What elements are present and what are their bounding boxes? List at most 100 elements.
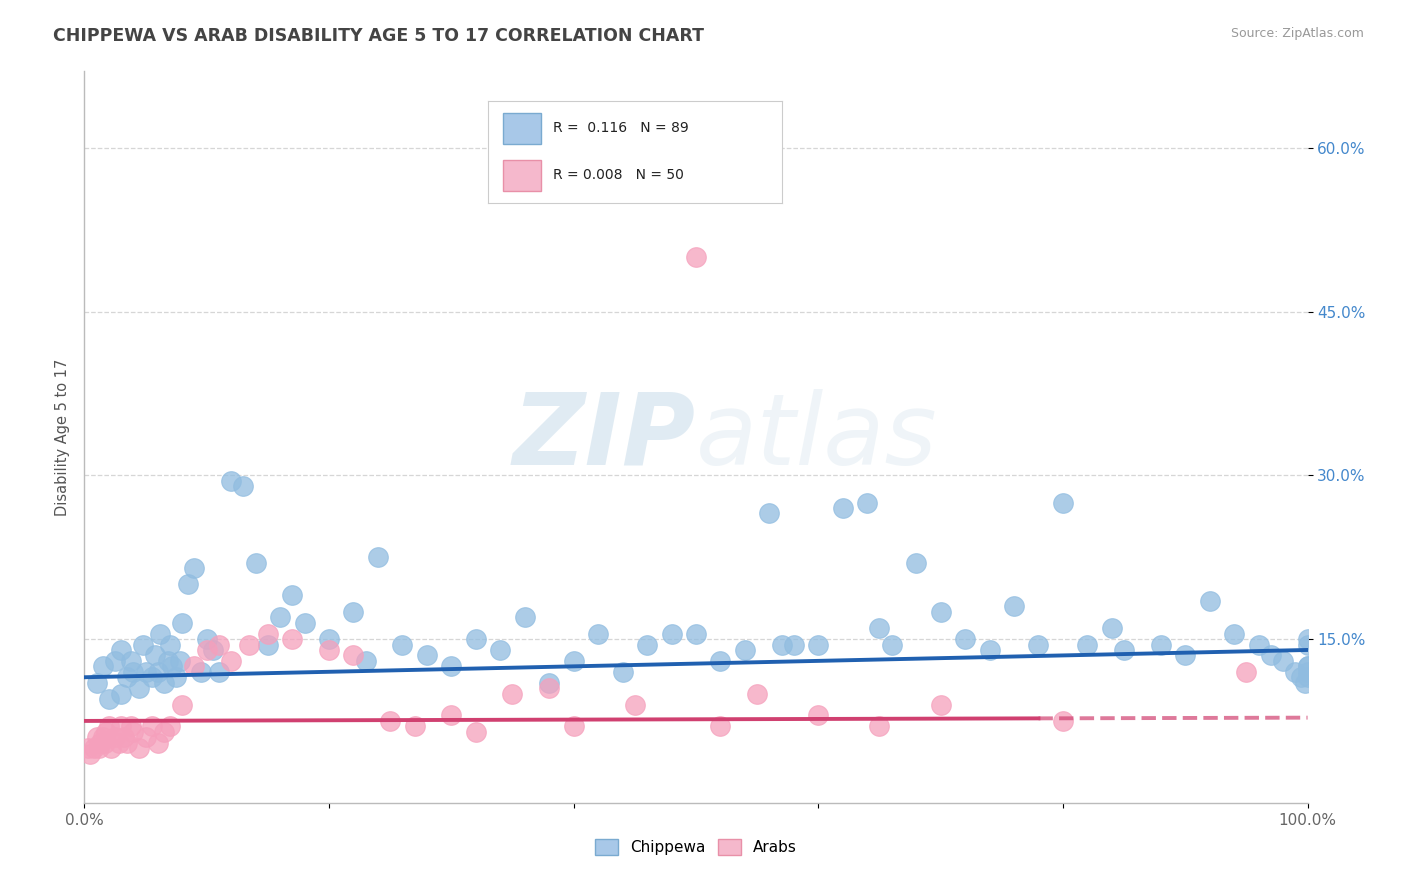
Point (979, 643, 1001, 657)
Point (135, 731, 157, 745)
Point (141, 670, 163, 684)
Point (318, 632, 340, 646)
Point (1198, 594, 1220, 608)
Point (404, 719, 426, 733)
Point (169, 654, 191, 668)
Point (269, 610, 291, 624)
Text: CHIPPEWA VS ARAB DISABILITY AGE 5 TO 17 CORRELATION CHART: CHIPPEWA VS ARAB DISABILITY AGE 5 TO 17 … (53, 27, 704, 45)
Text: Source: ZipAtlas.com: Source: ZipAtlas.com (1230, 27, 1364, 40)
Point (156, 654, 179, 668)
Point (257, 626, 280, 640)
Point (146, 736, 169, 750)
Point (219, 474, 242, 488)
Point (172, 698, 194, 712)
Point (586, 626, 609, 640)
Point (122, 724, 145, 739)
Point (87, 741, 110, 756)
Point (1076, 638, 1098, 652)
Point (91, 731, 114, 745)
Point (110, 687, 132, 701)
Point (183, 659, 205, 673)
Point (208, 638, 231, 652)
Point (709, 654, 731, 668)
Point (107, 736, 129, 750)
Point (1272, 654, 1295, 668)
Point (1002, 599, 1025, 614)
Point (440, 659, 463, 673)
Point (177, 577, 200, 591)
Point (120, 654, 142, 668)
Point (143, 648, 166, 663)
Point (190, 665, 212, 679)
Point (342, 605, 364, 619)
Point (149, 626, 172, 640)
Point (1296, 665, 1319, 679)
Point (1296, 632, 1319, 646)
Point (232, 479, 254, 493)
Point (513, 610, 536, 624)
Point (115, 736, 138, 750)
Point (685, 250, 707, 264)
Point (440, 708, 463, 723)
Point (1260, 648, 1282, 663)
Point (132, 638, 155, 652)
Point (94, 736, 117, 750)
Point (464, 632, 486, 646)
Point (929, 698, 952, 712)
Point (1296, 670, 1319, 684)
Point (831, 501, 853, 516)
Point (77, 741, 100, 756)
Point (1052, 495, 1074, 509)
Point (953, 632, 976, 646)
Point (120, 719, 142, 733)
Point (685, 626, 707, 640)
Point (380, 714, 402, 728)
Point (758, 507, 780, 521)
Point (83, 741, 105, 756)
Point (612, 665, 634, 679)
Point (661, 626, 683, 640)
Point (110, 643, 132, 657)
Point (1052, 714, 1074, 728)
Text: ZIP: ZIP (513, 389, 696, 485)
Point (1296, 659, 1319, 673)
Point (734, 643, 756, 657)
Point (367, 550, 389, 565)
Point (783, 638, 806, 652)
Point (489, 643, 512, 657)
Point (1284, 665, 1306, 679)
Point (122, 665, 145, 679)
Y-axis label: Disability Age 5 to 17: Disability Age 5 to 17 (55, 359, 70, 516)
Point (96, 724, 118, 739)
Point (416, 648, 439, 663)
Point (562, 654, 585, 668)
Point (1247, 638, 1270, 652)
Point (464, 724, 486, 739)
Point (1296, 638, 1319, 652)
Point (869, 719, 891, 733)
Point (195, 632, 218, 646)
Point (562, 719, 585, 733)
Point (79, 747, 101, 761)
Point (1028, 638, 1050, 652)
Point (201, 643, 224, 657)
Point (1294, 675, 1316, 690)
Point (115, 670, 138, 684)
Point (281, 632, 304, 646)
Point (128, 741, 150, 756)
Point (104, 654, 127, 668)
Point (135, 665, 157, 679)
Point (770, 638, 793, 652)
Point (172, 615, 194, 630)
Point (905, 556, 928, 570)
Point (538, 675, 561, 690)
Point (112, 731, 135, 745)
Point (1236, 665, 1258, 679)
Point (807, 708, 830, 723)
Point (856, 495, 879, 509)
Point (238, 638, 260, 652)
Point (245, 556, 267, 570)
Point (354, 654, 377, 668)
Point (153, 724, 176, 739)
Text: atlas: atlas (696, 389, 938, 485)
